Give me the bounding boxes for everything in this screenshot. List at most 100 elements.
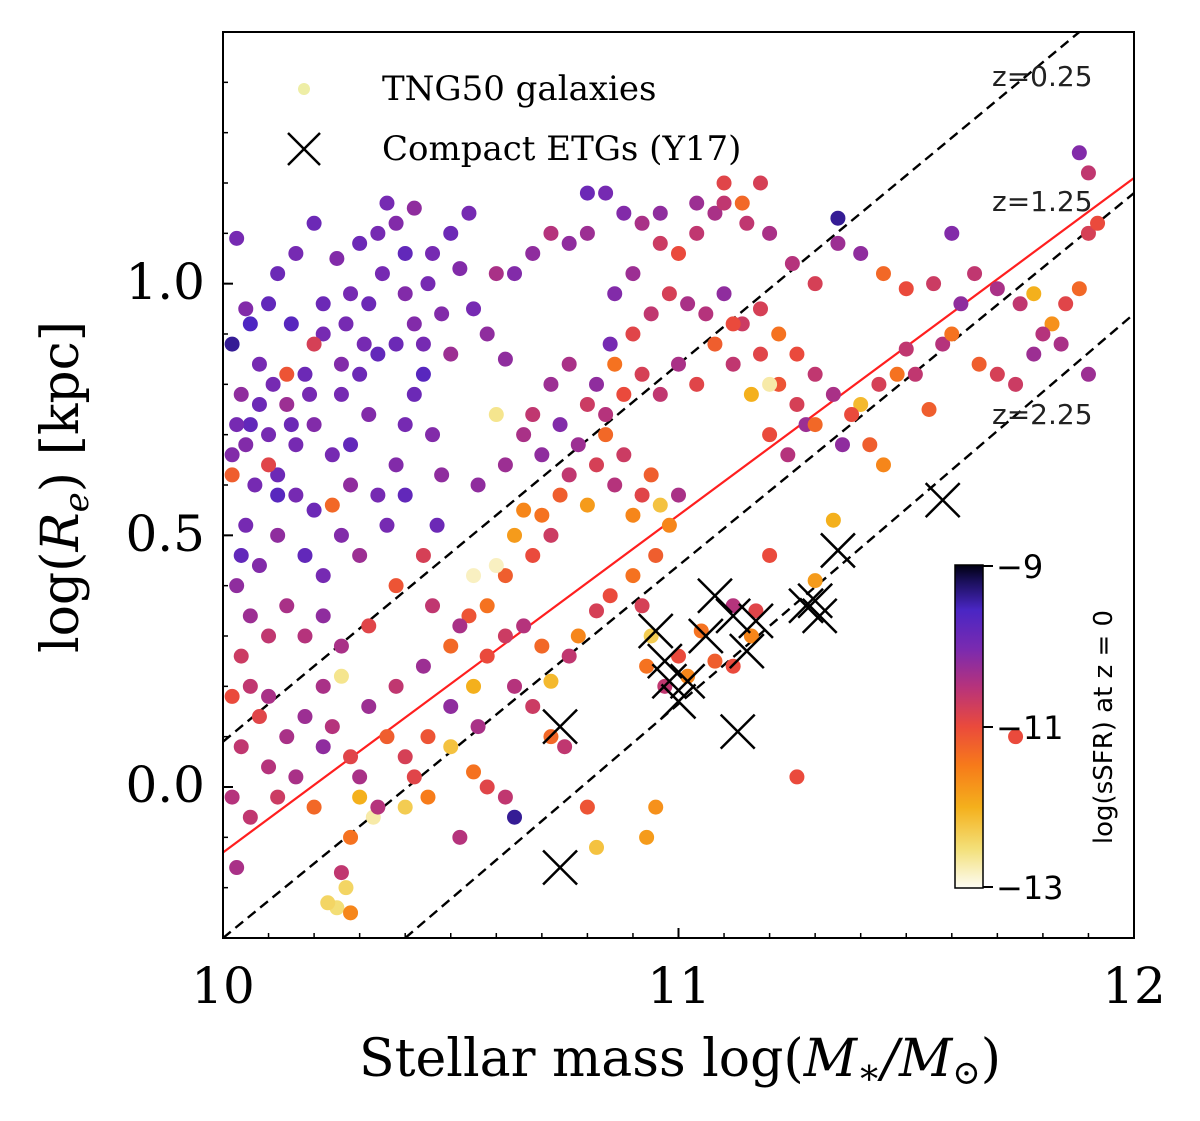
galaxy-point-123 — [589, 603, 605, 619]
galaxy-point-307 — [388, 336, 404, 352]
galaxy-point-76 — [361, 698, 377, 714]
y-tick-label-1.0: 1.0 — [125, 253, 205, 311]
galaxy-point-195 — [834, 437, 850, 453]
galaxy-point-100 — [497, 568, 513, 584]
galaxy-point-88 — [420, 729, 436, 745]
galaxy-point-97 — [443, 638, 459, 654]
galaxy-point-209 — [561, 356, 577, 372]
galaxy-point-142 — [648, 799, 664, 815]
compact-etg-marker-0 — [542, 708, 578, 745]
galaxy-point-143 — [639, 829, 655, 845]
galaxy-point-27 — [443, 346, 459, 362]
galaxy-point-189 — [752, 301, 768, 317]
galaxy-point-314 — [229, 417, 245, 433]
galaxy-point-222 — [789, 396, 805, 412]
colorbar-gradient — [954, 564, 984, 889]
x-tick-label-12: 12 — [1102, 957, 1166, 1015]
galaxy-point-119 — [671, 487, 686, 503]
z-label-0.25: z=0.25 — [992, 60, 1093, 93]
galaxy-point-141 — [680, 668, 696, 684]
galaxy-point-62 — [251, 709, 267, 725]
galaxy-point-66 — [224, 789, 240, 805]
galaxy-point-284 — [452, 618, 468, 634]
tng50-galaxy-points — [224, 145, 1106, 921]
galaxy-point-114 — [625, 507, 641, 523]
galaxy-point-233 — [989, 366, 1005, 382]
galaxy-point-38 — [370, 487, 386, 503]
galaxy-point-305 — [461, 205, 477, 221]
colorbar: −9 −11 −13 log(sSFR) at z = 0 — [954, 548, 1119, 907]
fit-line-red — [223, 177, 1134, 854]
galaxy-point-237 — [1053, 336, 1069, 352]
galaxy-point-52 — [238, 517, 254, 533]
galaxy-point-294 — [652, 205, 668, 221]
galaxy-point-174 — [739, 215, 755, 231]
compact-etg-marker-8 — [697, 577, 733, 614]
colorbar-tick-label-mid: −11 — [996, 709, 1064, 747]
galaxy-point-250 — [261, 296, 277, 312]
galaxy-point-77 — [379, 729, 395, 745]
galaxy-point-252 — [370, 346, 386, 362]
galaxy-point-56 — [279, 598, 295, 614]
axis-ticks — [222, 81, 1135, 938]
legend-label-tng50: TNG50 galaxies — [382, 69, 656, 109]
compact-etg-marker-10 — [719, 713, 756, 750]
galaxy-point-295 — [689, 195, 705, 211]
galaxy-point-131 — [466, 678, 482, 694]
compact-etg-marker-1 — [542, 849, 578, 886]
galaxy-point-238 — [1080, 366, 1096, 382]
galaxy-point-229 — [1044, 316, 1060, 332]
galaxy-point-240 — [1071, 145, 1087, 161]
galaxy-point-194 — [844, 407, 860, 423]
galaxy-point-214 — [643, 306, 659, 322]
galaxy-point-70 — [324, 719, 340, 735]
galaxy-point-235 — [1026, 346, 1042, 362]
galaxy-point-226 — [989, 281, 1005, 297]
galaxy-point-218 — [716, 286, 732, 302]
galaxy-point-17 — [343, 286, 359, 302]
galaxy-point-239 — [1080, 225, 1096, 241]
galaxy-point-19 — [370, 225, 386, 241]
galaxy-point-191 — [789, 346, 805, 362]
galaxy-point-18 — [352, 235, 368, 251]
galaxy-point-11 — [270, 467, 286, 483]
compact-etg-marker-6 — [669, 663, 706, 700]
galaxy-point-92 — [497, 789, 513, 805]
dashed-line-z=2.25 — [403, 312, 1134, 938]
galaxy-point-263 — [466, 568, 482, 584]
galaxy-point-192 — [807, 366, 823, 382]
galaxy-point-129 — [497, 628, 513, 644]
galaxy-point-268 — [324, 497, 340, 513]
galaxy-point-255 — [297, 547, 313, 563]
galaxy-point-4 — [270, 266, 286, 282]
galaxy-point-39 — [388, 457, 404, 473]
galaxy-point-28 — [452, 261, 468, 277]
compact-etg-marker-2 — [637, 613, 674, 649]
galaxy-point-200 — [725, 356, 741, 372]
y-tick-label-0.5: 0.5 — [125, 505, 205, 563]
galaxy-point-163 — [935, 336, 951, 352]
galaxy-point-96 — [452, 829, 468, 845]
galaxy-point-251 — [283, 316, 299, 332]
galaxy-point-285 — [470, 477, 486, 493]
galaxy-point-311 — [283, 417, 299, 433]
galaxy-point-134 — [557, 739, 573, 755]
galaxy-point-43 — [434, 467, 450, 483]
galaxy-point-102 — [507, 527, 523, 543]
galaxy-point-232 — [971, 356, 987, 372]
galaxy-point-12 — [288, 437, 304, 453]
galaxy-point-112 — [607, 477, 623, 493]
galaxy-point-190 — [771, 326, 787, 342]
galaxy-point-277 — [370, 799, 386, 815]
galaxy-point-166 — [926, 276, 942, 292]
galaxy-point-8 — [279, 396, 295, 412]
galaxy-point-286 — [497, 457, 513, 473]
galaxy-point-111 — [598, 427, 614, 443]
galaxy-point-23 — [406, 200, 422, 216]
galaxy-point-261 — [488, 407, 504, 423]
galaxy-point-42 — [425, 427, 441, 443]
galaxy-point-57 — [297, 628, 313, 644]
galaxy-point-136 — [589, 839, 605, 855]
galaxy-point-269 — [361, 618, 377, 634]
galaxy-point-183 — [598, 185, 614, 201]
